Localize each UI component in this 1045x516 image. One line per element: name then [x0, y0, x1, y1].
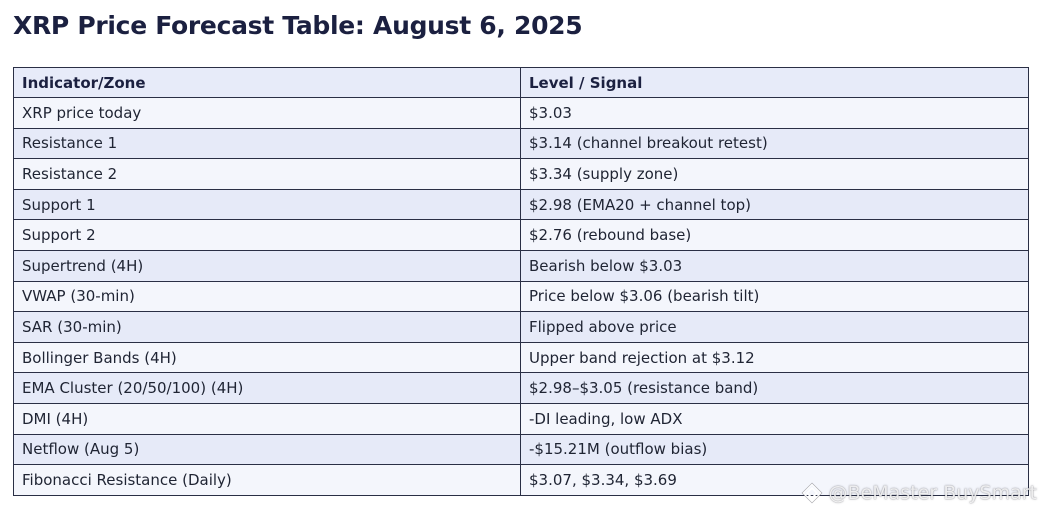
- indicator-cell: VWAP (30-min): [13, 280, 521, 313]
- table-row: Fibonacci Resistance (Daily) $3.07, $3.34…: [13, 464, 1029, 496]
- level-cell: -DI leading, low ADX: [520, 402, 1029, 435]
- indicator-cell: Netflow (Aug 5): [13, 433, 521, 466]
- column-header-level: Level / Signal: [520, 67, 1029, 98]
- indicator-cell: DMI (4H): [13, 402, 521, 435]
- table-row: Resistance 1 $3.14 (channel breakout rete…: [13, 127, 1029, 160]
- indicator-cell: Supertrend (4H): [13, 249, 521, 282]
- indicator-cell: Resistance 1: [13, 127, 521, 160]
- level-cell: -$15.21M (outflow bias): [520, 433, 1029, 466]
- level-cell: Bearish below $3.03: [520, 249, 1029, 282]
- table-row: DMI (4H) -DI leading, low ADX: [13, 402, 1029, 435]
- level-cell: $3.07, $3.34, $3.69: [520, 464, 1029, 496]
- level-cell: Upper band rejection at $3.12: [520, 341, 1029, 374]
- level-cell: Price below $3.06 (bearish tilt): [520, 280, 1029, 313]
- indicator-cell: Bollinger Bands (4H): [13, 341, 521, 374]
- table-row: XRP price today $3.03: [13, 97, 1029, 129]
- level-cell: $2.98–$3.05 (resistance band): [520, 372, 1029, 404]
- table-row: Bollinger Bands (4H) Upper band rejection…: [13, 341, 1029, 374]
- level-cell: $2.76 (rebound base): [520, 219, 1029, 251]
- table-row: Supertrend (4H) Bearish below $3.03: [13, 249, 1029, 282]
- level-cell: $3.14 (channel breakout retest): [520, 127, 1029, 160]
- level-cell: Flipped above price: [520, 311, 1029, 343]
- table-row: Netflow (Aug 5) -$15.21M (outflow bias): [13, 433, 1029, 466]
- column-header-indicator: Indicator/Zone: [13, 67, 521, 98]
- forecast-table: Indicator/Zone Level / Signal XRP price …: [13, 67, 1029, 496]
- table-header-row: Indicator/Zone Level / Signal: [13, 67, 1029, 98]
- indicator-cell: XRP price today: [13, 97, 521, 129]
- table-body: XRP price today $3.03 Resistance 1 $3.14 (c…: [13, 97, 1029, 496]
- page-title: XRP Price Forecast Table: August 6, 2025: [13, 11, 583, 40]
- indicator-cell: Support 1: [13, 188, 521, 221]
- table-row: Support 1 $2.98 (EMA20 + channel top): [13, 188, 1029, 221]
- level-cell: $3.03: [520, 97, 1029, 129]
- indicator-cell: SAR (30-min): [13, 311, 521, 343]
- indicator-cell: EMA Cluster (20/50/100) (4H): [13, 372, 521, 404]
- table-row: VWAP (30-min) Price below $3.06 (bearish …: [13, 280, 1029, 313]
- table-row: Resistance 2 $3.34 (supply zone): [13, 158, 1029, 190]
- indicator-cell: Resistance 2: [13, 158, 521, 190]
- indicator-cell: Support 2: [13, 219, 521, 251]
- table-row: Support 2 $2.76 (rebound base): [13, 219, 1029, 251]
- level-cell: $2.98 (EMA20 + channel top): [520, 188, 1029, 221]
- table-row: SAR (30-min) Flipped above price: [13, 311, 1029, 343]
- table-row: EMA Cluster (20/50/100) (4H) $2.98–$3.05 …: [13, 372, 1029, 404]
- level-cell: $3.34 (supply zone): [520, 158, 1029, 190]
- indicator-cell: Fibonacci Resistance (Daily): [13, 464, 521, 496]
